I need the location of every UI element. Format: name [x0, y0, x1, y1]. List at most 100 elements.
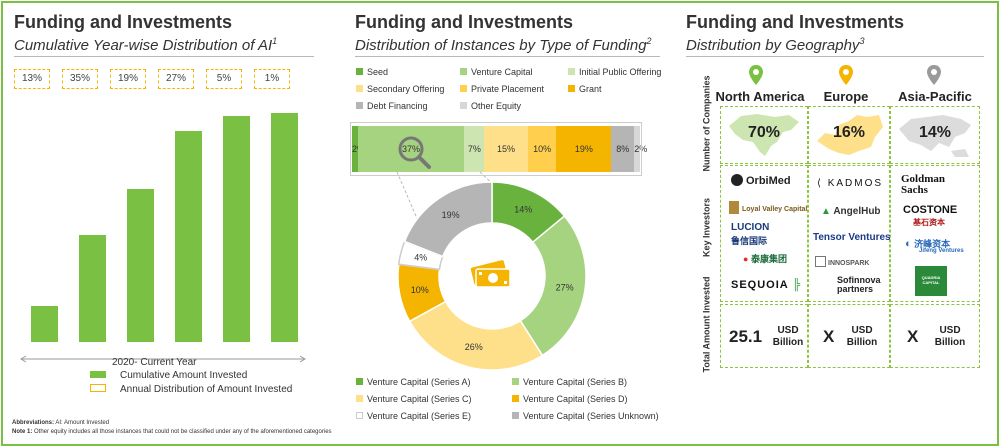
row-label-companies: Number of Companies [701, 75, 712, 172]
investor-logo: ◐ 济峰资本 [905, 238, 951, 250]
companies-pct-na: 70% [747, 124, 781, 141]
cell-companies-ap: 14% [890, 106, 980, 164]
amount-value-ap: X [907, 327, 919, 346]
cumulative-bar [223, 115, 250, 342]
row-label-amount: Total Amount Invested [701, 276, 712, 373]
legend-swatch [568, 68, 575, 75]
legend-cumulative-swatch [90, 371, 106, 378]
region-europe: Europe [823, 89, 869, 104]
legend-item: Venture Capital [460, 67, 533, 77]
cell-amount-na: 25.1 USD Billion [720, 304, 808, 368]
region-north-america: North America [715, 89, 805, 104]
investor-logo: LUCION [731, 222, 770, 233]
legend-swatch [356, 102, 363, 109]
legend-item: Initial Public Offering [568, 67, 661, 77]
panel1-rule [14, 56, 314, 57]
panel2-subtitle: Distribution of Instances by Type of Fun… [355, 36, 652, 54]
location-pin-icon [927, 65, 941, 85]
investor-logo: Goldman Sachs [901, 173, 946, 196]
investor-logo: COSTONE [903, 204, 958, 216]
zoom-guide-right [479, 171, 498, 189]
stacked-bar-outline [350, 122, 642, 176]
panel1-subtitle: Cumulative Year-wise Distribution of AI1 [14, 36, 278, 54]
legend-item: Private Placement [460, 84, 544, 94]
investor-logo: ▲ AngelHub [821, 206, 881, 217]
legend-swatch [512, 378, 519, 385]
investor-logo: Loyal Valley Capital [729, 201, 807, 214]
cell-investors-na: OrbiMed Loyal Valley Capital LUCION 鲁信国际… [720, 165, 808, 302]
asia-pacific-map-icon [899, 115, 971, 157]
stacked-segment: 19% [556, 126, 612, 172]
annual-pct-box: 5% [206, 69, 242, 89]
money-icon [470, 260, 511, 288]
legend-item: Venture Capital (Series C) [356, 394, 472, 404]
legend-swatch [460, 85, 467, 92]
amount-unit-eu: USD Billion [846, 325, 878, 348]
stacked-segment: 37% [357, 126, 465, 172]
legend-cumulative: Cumulative Amount Invested [90, 370, 292, 381]
region-asia-pacific: Asia-Pacific [898, 89, 972, 104]
venture-capital-breakdown: 14% 27% 26% 10% 4% 19% [396, 136, 587, 371]
panel2-rule [355, 56, 660, 57]
stacked-segment: 10% [527, 126, 557, 172]
legend-item: Debt Financing [356, 101, 428, 111]
donut-slice [403, 181, 493, 258]
cell-amount-ap: X USD Billion [890, 304, 980, 368]
time-axis-arrow [20, 355, 306, 363]
cumulative-bar [175, 131, 202, 342]
donut-slice-label: 27% [556, 282, 574, 292]
time-axis-label: 2020- Current Year [112, 357, 197, 368]
donut-slice [519, 215, 587, 357]
investor-logo: Jifeng Ventures [919, 248, 964, 254]
legend-item: Grant [568, 84, 602, 94]
legend-swatch [356, 85, 363, 92]
panel1-legend: Cumulative Amount Invested Annual Distri… [90, 370, 292, 395]
panel1-title: Funding and Investments [14, 12, 233, 32]
north-america-map-icon [729, 114, 799, 156]
legend-annual: Annual Distribution of Amount Invested [90, 384, 292, 395]
investor-logo: Tensor Ventures [813, 232, 891, 243]
cumulative-bar [31, 305, 58, 342]
cell-companies-na: 70% [720, 106, 808, 164]
cell-investors-eu: ⟨ KADMOS ▲ AngelHub Tensor Ventures INNO… [808, 165, 891, 302]
amount-value-eu: X [823, 327, 835, 346]
legend-item: Venture Capital (Series D) [512, 394, 628, 404]
legend-swatch [356, 378, 363, 385]
donut-slice-label: 26% [465, 342, 483, 352]
legend-item: Venture Capital (Series E) [356, 411, 471, 421]
cumulative-bar [127, 188, 154, 342]
panel3-rule [686, 56, 984, 57]
stacked-segment: 15% [484, 126, 528, 172]
legend-swatch [356, 395, 363, 402]
legend-swatch [512, 395, 519, 402]
panel3-title: Funding and Investments [686, 12, 905, 32]
cell-amount-eu: X USD Billion [808, 304, 890, 368]
legend-swatch [512, 412, 519, 419]
companies-pct-eu: 16% [832, 124, 866, 141]
cumulative-bar [271, 113, 298, 342]
investor-logo: 基石资本 [913, 218, 945, 227]
legend-item: Seed [356, 67, 388, 77]
annual-pct-box: 1% [254, 69, 290, 89]
venture-capital-donut: 14% 27% 26% 10% 4% 19% [397, 181, 587, 371]
legend-swatch [460, 68, 467, 75]
stacked-segment: 8% [611, 126, 635, 172]
investor-logo: 鲁信国际 [731, 236, 768, 246]
stacked-segment: 7% [464, 126, 485, 172]
donut-slice-label: 10% [411, 285, 429, 295]
cell-companies-eu: 16% [808, 106, 890, 164]
annual-pct-box: 13% [14, 69, 50, 89]
annual-pct-box: 27% [158, 69, 194, 89]
legend-item: Other Equity [460, 101, 521, 111]
annual-pct-box: 19% [110, 69, 146, 89]
cumulative-bar [79, 235, 106, 342]
donut-slice [408, 300, 544, 371]
investor-logo: QUADRIA CAPITAL [915, 266, 947, 296]
investor-logo: Sofinnova partners [837, 275, 881, 294]
panel2-title: Funding and Investments [355, 12, 574, 32]
legend-annual-swatch [90, 384, 106, 392]
footnote-1: Note 1: Other equity includes all those … [12, 429, 332, 435]
legend-item: Venture Capital (Series B) [512, 377, 627, 387]
legend-swatch [356, 412, 363, 419]
